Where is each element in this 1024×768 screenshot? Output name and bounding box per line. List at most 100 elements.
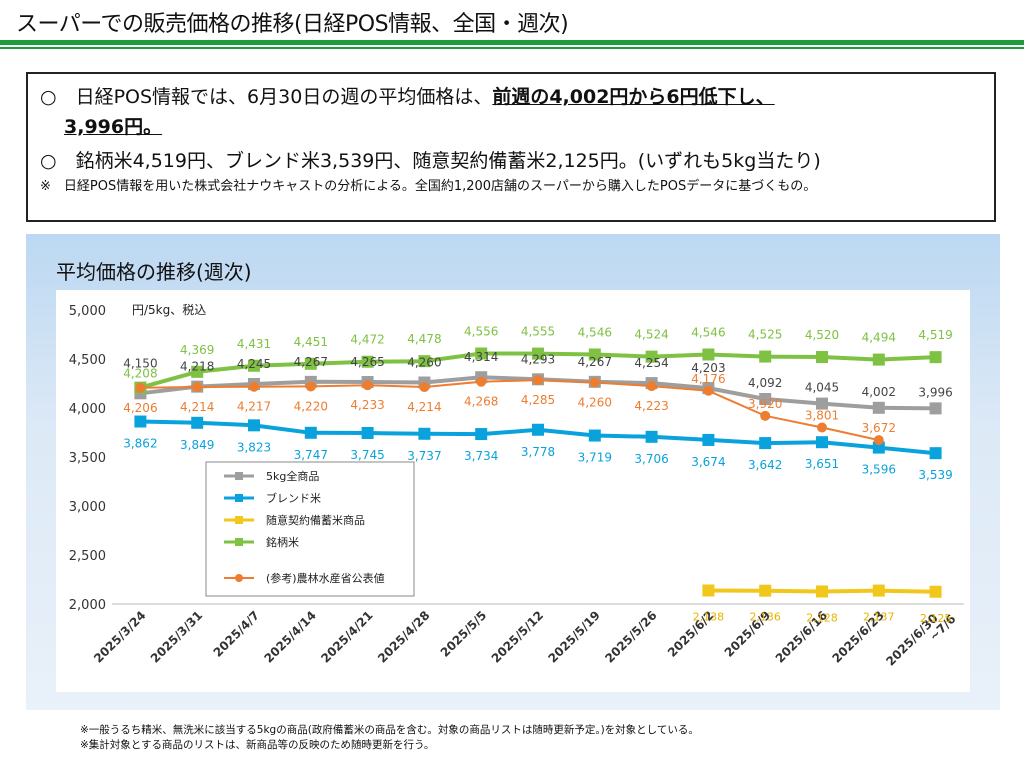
data-label: 4,206 <box>123 401 157 415</box>
data-point <box>589 377 600 388</box>
chart-panel: 平均価格の推移(週次) 2,000 2,500 3,000 3,500 4,000 4,5… <box>26 234 1000 710</box>
data-point <box>304 426 317 439</box>
data-point <box>134 415 147 428</box>
data-label: 4,254 <box>634 356 668 370</box>
x-tick-label: 2025/4/21 <box>318 608 375 665</box>
x-tick-label: 2025/4/7 <box>211 608 263 660</box>
data-label: 4,223 <box>634 399 668 413</box>
data-label: 3,801 <box>805 409 839 423</box>
data-label: 4,214 <box>180 400 214 414</box>
data-point <box>817 422 827 433</box>
data-label: 4,203 <box>691 361 725 375</box>
data-label: 3,737 <box>407 449 441 463</box>
data-label: 3,672 <box>862 421 896 435</box>
legend-box <box>205 461 415 597</box>
data-label: 4,546 <box>578 325 612 339</box>
data-label: 4,267 <box>294 355 328 369</box>
data-label: 3,849 <box>180 438 214 452</box>
data-label: 3,651 <box>805 457 839 471</box>
data-point <box>702 433 715 446</box>
data-label: 4,260 <box>578 396 612 410</box>
data-label: 3,747 <box>294 448 328 462</box>
summary-note: ※ 日経POS情報を用いた株式会社ナウキャストの分析による。全国約1,200店舗… <box>40 179 817 194</box>
data-point <box>361 426 374 439</box>
data-label: 4,176 <box>691 372 725 386</box>
data-label: 4,285 <box>521 393 555 407</box>
data-label: 3,706 <box>634 452 668 466</box>
legend-marker <box>235 574 243 582</box>
data-point <box>816 397 828 410</box>
data-label: 2,125 <box>920 612 952 625</box>
data-label: 2,128 <box>806 611 838 624</box>
legend-label: (参考)農林水産省公表値 <box>266 571 385 585</box>
data-point <box>476 376 487 387</box>
y-tick-label: 3,000 <box>69 500 106 515</box>
legend-label: 5kg全商品 <box>266 469 319 483</box>
data-point <box>760 410 771 421</box>
summary-bullet-1-emphasis: 前週の4,002円から6円低下し、 <box>492 86 775 108</box>
data-label: 4,150 <box>123 356 157 370</box>
series-line <box>140 379 880 442</box>
data-label: 3,719 <box>578 451 612 465</box>
data-point <box>248 419 260 432</box>
data-point <box>759 584 772 597</box>
data-point <box>305 381 316 392</box>
data-label: 3,920 <box>748 397 782 411</box>
data-label: 4,369 <box>180 343 214 357</box>
data-label: 3,596 <box>862 463 896 477</box>
data-label: 4,556 <box>464 325 498 339</box>
data-label: 4,245 <box>237 357 271 371</box>
legend-label: ブレンド米 <box>266 491 321 505</box>
data-label: 4,451 <box>294 335 328 349</box>
y-tick-label: 2,000 <box>69 598 106 613</box>
data-point <box>759 437 772 450</box>
y-tick-label: 2,500 <box>69 549 106 564</box>
data-label: 4,546 <box>691 325 725 339</box>
y-tick-label: 5,000 <box>69 304 106 319</box>
data-point <box>702 584 715 597</box>
data-point <box>872 441 885 454</box>
data-point <box>873 435 884 446</box>
data-point <box>816 436 828 449</box>
data-point <box>191 365 204 378</box>
data-point <box>872 353 885 366</box>
summary-bullet-2: ○ 銘柄米4,519円、ブレンド米3,539円、随意契約備蓄米2,125円。(い… <box>40 150 821 172</box>
data-point <box>646 381 657 392</box>
data-label: 2,137 <box>863 611 895 624</box>
data-point <box>872 401 885 414</box>
x-tick-label: 2025/3/31 <box>148 608 205 665</box>
data-point <box>192 382 203 393</box>
data-point <box>929 585 942 598</box>
data-label: 3,862 <box>123 437 157 451</box>
title-rule <box>0 40 1024 45</box>
data-point <box>702 348 715 361</box>
y-tick-label: 4,000 <box>69 402 106 417</box>
data-label: 4,208 <box>123 367 157 381</box>
data-point <box>475 347 488 360</box>
chart-title: 平均価格の推移(週次) <box>56 260 252 284</box>
data-label: 4,478 <box>407 332 441 346</box>
data-label: 4,217 <box>237 400 271 414</box>
data-label: 4,265 <box>350 355 384 369</box>
summary-bullet-1-prefix: ○ 日経POS情報では、6月30日の週の平均価格は、 <box>40 86 493 108</box>
data-label: 3,996 <box>918 385 952 399</box>
x-tick-label: 2025/5/26 <box>602 608 659 665</box>
data-point <box>929 447 942 460</box>
data-point <box>929 402 942 415</box>
legend-marker <box>235 516 243 524</box>
x-tick-label: 2025/5/12 <box>489 608 546 665</box>
data-point <box>191 416 204 429</box>
data-point <box>588 348 601 361</box>
data-point <box>645 350 658 363</box>
data-label: 3,823 <box>237 440 271 454</box>
data-label: 4,314 <box>464 350 498 364</box>
footnote-2: ※集計対象とする商品のリストは、新商品等の反映のため随時更新を行う。 <box>80 739 435 751</box>
data-label: 3,674 <box>691 455 725 469</box>
legend-label: 銘柄米 <box>266 535 299 549</box>
legend-marker <box>235 494 243 502</box>
data-label: 4,220 <box>294 399 328 413</box>
summary-bullet-1-emphasis-2: 3,996円。 <box>64 116 163 138</box>
y-tick-label: 3,500 <box>69 451 106 466</box>
chart-plot-area: 2,000 2,500 3,000 3,500 4,000 4,500 5,000 円/5kg… <box>56 290 970 692</box>
summary-bullet-1: ○ 日経POS情報では、6月30日の週の平均価格は、前週の4,002円から6円低… <box>40 84 775 111</box>
